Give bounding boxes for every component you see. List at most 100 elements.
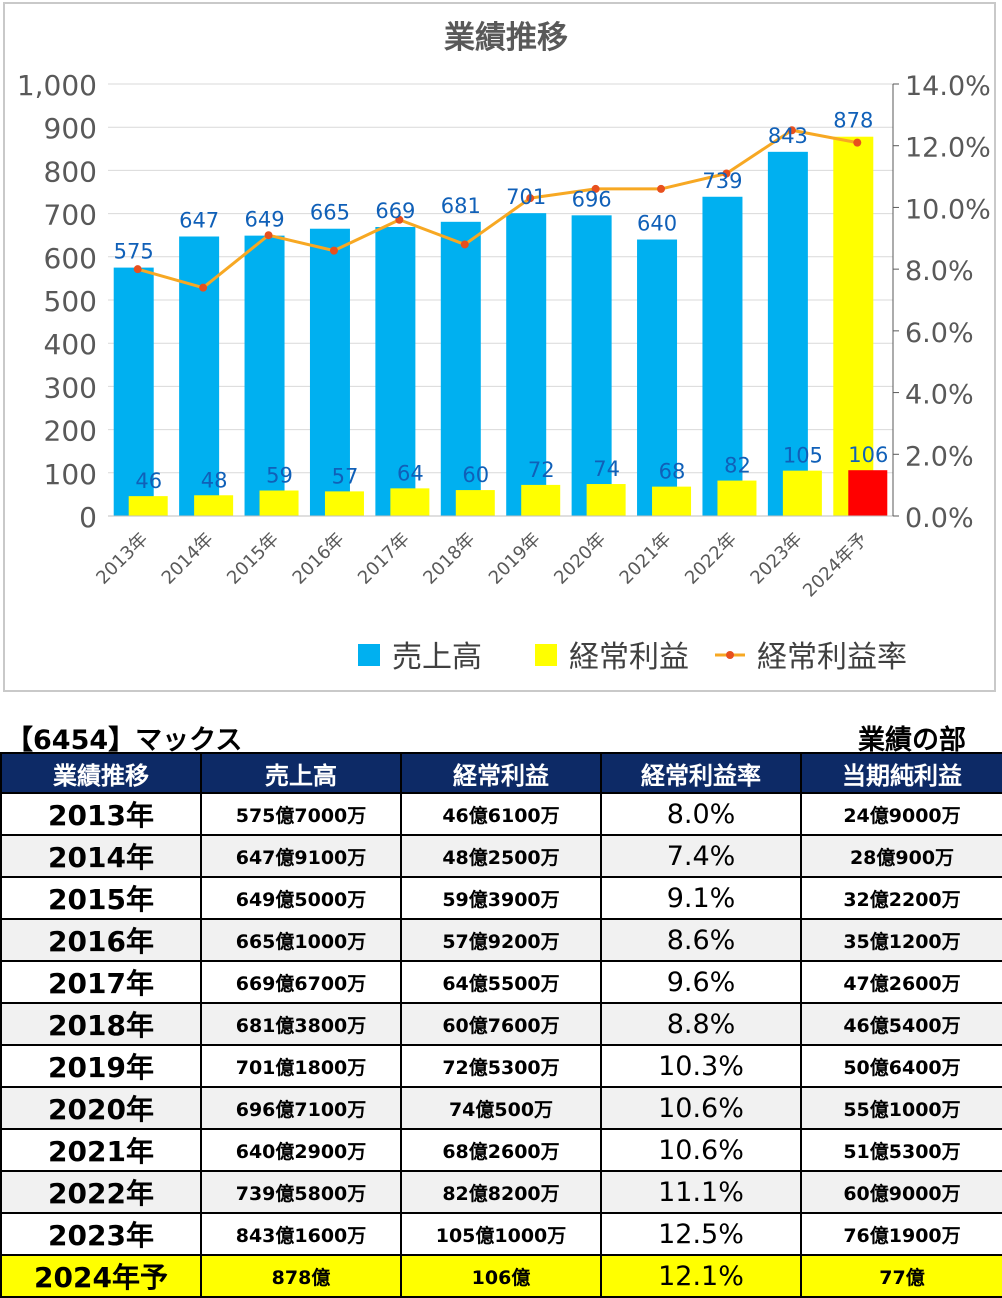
profit-data-label: 48 [201, 468, 228, 492]
category-tick-label: 2024年予 [799, 529, 872, 602]
cell-net-income: 77億 [800, 1254, 1002, 1298]
profit-data-label: 59 [266, 464, 293, 488]
profit-bar [586, 484, 626, 516]
cell-ordinary-profit: 46億6100万 [400, 792, 602, 836]
profit-data-label: 46 [135, 469, 162, 493]
sales-data-label: 701 [506, 185, 546, 209]
profit-bar [848, 470, 888, 516]
sales-data-label: 640 [637, 212, 677, 236]
cell-period: 2016年 [0, 918, 202, 962]
right-axis-tick-label: 0.0% [905, 503, 974, 534]
cell-ordinary-profit: 57億9200万 [400, 918, 602, 962]
sales-bar [113, 267, 154, 516]
cell-sales: 649億5000万 [200, 876, 402, 920]
cell-profit-rate: 9.6% [600, 960, 802, 1004]
performance-table: 業績推移 売上高 経常利益 経常利益率 当期純利益 2013年 575億7000万… [0, 752, 1002, 1298]
cell-period: 2021年 [0, 1128, 202, 1172]
cell-period: 2018年 [0, 1002, 202, 1046]
cell-period: 2019年 [0, 1044, 202, 1088]
category-tick-label: 2015年 [223, 529, 283, 589]
performance-chart: 業績推移 575 46 647 48 649 59 665 57 669 64 681 60 701 72… [17, 20, 991, 675]
legend-label-rate: 経常利益率 [757, 640, 907, 675]
cell-net-income: 32億2200万 [800, 876, 1002, 920]
cell-ordinary-profit: 106億 [400, 1254, 602, 1298]
cell-ordinary-profit: 48億2500万 [400, 834, 602, 878]
cell-profit-rate: 12.1% [600, 1254, 802, 1298]
profit-bar [717, 480, 757, 516]
cell-period: 2017年 [0, 960, 202, 1004]
left-axis-tick-label: 900 [44, 112, 97, 145]
cell-net-income: 35億1200万 [800, 918, 1002, 962]
right-axis-tick-label: 10.0% [905, 194, 991, 225]
sales-data-label: 681 [441, 194, 481, 218]
sales-bar [571, 215, 612, 516]
legend-swatch-profit [535, 644, 557, 666]
table-row: 2014年 647億9100万 48億2500万 7.4% 28億900万 [0, 834, 1002, 878]
sales-data-label: 878 [833, 109, 873, 133]
header-sales: 売上高 [200, 752, 402, 794]
cell-profit-rate: 10.6% [600, 1086, 802, 1130]
header-period: 業績推移 [0, 752, 202, 794]
profit-bar [782, 470, 822, 516]
category-tick-label: 2013年 [92, 529, 152, 589]
cell-net-income: 76億1900万 [800, 1212, 1002, 1256]
cell-ordinary-profit: 68億2600万 [400, 1128, 602, 1172]
cell-profit-rate: 12.5% [600, 1212, 802, 1256]
left-axis-tick-label: 600 [44, 242, 97, 275]
category-tick-label: 2017年 [354, 529, 414, 589]
cell-sales: 575億7000万 [200, 792, 402, 836]
right-axis-tick-label: 2.0% [905, 441, 974, 472]
cell-sales: 640億2900万 [200, 1128, 402, 1172]
sales-bar [440, 221, 481, 517]
left-axis-tick-label: 700 [44, 199, 97, 232]
profit-rate-line [137, 128, 858, 290]
left-axis-tick-label: 400 [44, 328, 97, 361]
table-row: 2021年 640億2900万 68億2600万 10.6% 51億5300万 [0, 1128, 1002, 1172]
profit-rate-point [460, 240, 469, 249]
cell-net-income: 55億1000万 [800, 1086, 1002, 1130]
sales-data-label: 739 [702, 169, 742, 193]
cell-profit-rate: 10.3% [600, 1044, 802, 1088]
left-axis-tick-label: 300 [44, 371, 97, 404]
profit-rate-point [591, 184, 600, 193]
sales-data-label: 665 [310, 201, 350, 225]
sales-bar [244, 235, 285, 516]
profit-data-label: 72 [528, 458, 555, 482]
right-axis-tick-label: 4.0% [905, 380, 974, 411]
cell-ordinary-profit: 105億1000万 [400, 1212, 602, 1256]
table-row: 2024年予 878億 106億 12.1% 77億 [0, 1254, 1002, 1298]
cell-period: 2015年 [0, 876, 202, 920]
table-row: 2022年 739億5800万 82億8200万 11.1% 60億9000万 [0, 1170, 1002, 1214]
cell-period: 2023年 [0, 1212, 202, 1256]
cell-profit-rate: 8.0% [600, 792, 802, 836]
category-tick-label: 2021年 [616, 529, 676, 589]
category-tick-label: 2016年 [289, 529, 349, 589]
cell-ordinary-profit: 72億5300万 [400, 1044, 602, 1088]
category-tick-label: 2018年 [419, 529, 479, 589]
profit-data-label: 82 [724, 454, 751, 478]
profit-rate-point [787, 126, 796, 135]
cell-net-income: 60億9000万 [800, 1170, 1002, 1214]
profit-bar [128, 496, 168, 516]
table-caption-row: 【6454】マックス 業績の部 [0, 718, 1002, 756]
table-row: 2015年 649億5000万 59億3900万 9.1% 32億2200万 [0, 876, 1002, 920]
cell-sales: 696億7100万 [200, 1086, 402, 1130]
profit-rate-point [199, 283, 208, 292]
cell-net-income: 28億900万 [800, 834, 1002, 878]
profit-bar [521, 484, 561, 516]
cell-profit-rate: 7.4% [600, 834, 802, 878]
cell-ordinary-profit: 74億500万 [400, 1086, 602, 1130]
sales-data-label: 647 [179, 208, 219, 232]
cell-ordinary-profit: 64億5500万 [400, 960, 602, 1004]
cell-period: 2013年 [0, 792, 202, 836]
cell-profit-rate: 8.8% [600, 1002, 802, 1046]
cell-period: 2022年 [0, 1170, 202, 1214]
left-axis-tick-label: 500 [44, 285, 97, 318]
profit-rate-point [722, 169, 731, 178]
cell-sales: 739億5800万 [200, 1170, 402, 1214]
sales-data-label: 649 [244, 208, 284, 232]
cell-ordinary-profit: 59億3900万 [400, 876, 602, 920]
section-label: 業績の部 [858, 725, 966, 756]
profit-data-label: 57 [332, 464, 359, 488]
header-ordinary-profit: 経常利益 [400, 752, 602, 794]
